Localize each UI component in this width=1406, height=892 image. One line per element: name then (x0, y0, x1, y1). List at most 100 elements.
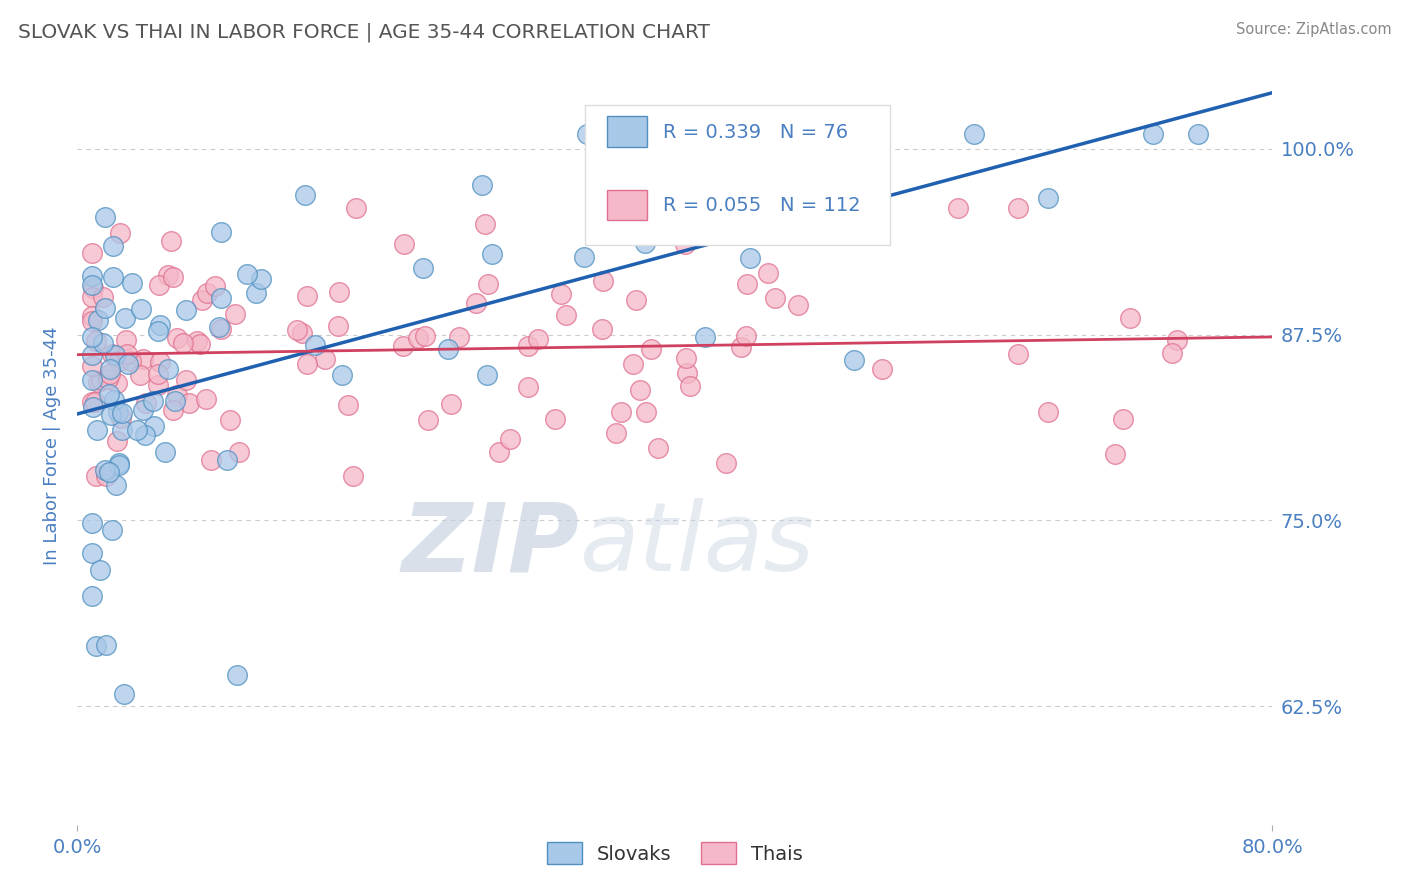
Point (82, 373, 104, 387)
Point (406, 330, 429, 344)
Point (82, 268, 104, 283)
Point (156, 361, 179, 376)
Point (82, 290, 104, 304)
Point (475, 368, 498, 382)
Point (188, 337, 211, 351)
Point (342, 468, 364, 483)
Point (100, 347, 122, 361)
Point (146, 368, 169, 382)
Point (328, 285, 350, 300)
Point (117, 357, 139, 371)
Point (115, 347, 138, 361)
FancyBboxPatch shape (607, 116, 647, 146)
Point (200, 453, 222, 467)
Point (447, 330, 470, 344)
Point (294, 188, 316, 202)
Point (647, 442, 669, 456)
Point (110, 410, 132, 425)
Point (844, 353, 866, 368)
Point (392, 237, 415, 252)
Text: Source: ZipAtlas.com: Source: ZipAtlas.com (1236, 22, 1392, 37)
Point (714, 456, 737, 470)
Point (93, 301, 115, 316)
Point (163, 393, 186, 408)
Point (412, 261, 434, 276)
Point (734, 328, 756, 343)
Point (217, 453, 239, 467)
Point (304, 338, 326, 352)
Point (195, 286, 218, 301)
Point (1104, 447, 1126, 461)
Point (1112, 412, 1135, 426)
Point (626, 293, 648, 307)
Point (166, 388, 188, 402)
Point (96, 468, 118, 483)
Point (177, 396, 200, 410)
Point (98, 387, 121, 401)
Point (153, 444, 176, 458)
Point (735, 277, 758, 291)
FancyBboxPatch shape (585, 105, 890, 245)
Point (107, 405, 129, 419)
Point (870, 362, 893, 376)
Point (82, 546, 104, 560)
Point (149, 318, 172, 332)
Point (477, 277, 499, 291)
Point (621, 357, 644, 371)
Point (758, 266, 780, 280)
Point (605, 425, 627, 440)
Point (1119, 311, 1142, 326)
Point (82, 281, 104, 295)
Point (783, 149, 806, 163)
Point (191, 293, 214, 308)
Point (162, 269, 184, 284)
Point (1187, 127, 1209, 141)
Point (110, 423, 132, 437)
Point (693, 330, 716, 344)
Point (295, 357, 318, 371)
Point (84, 334, 107, 348)
Point (93, 335, 115, 350)
Point (763, 291, 786, 305)
Point (1007, 201, 1029, 215)
Point (591, 322, 613, 336)
Point (730, 340, 752, 354)
Point (194, 392, 217, 406)
Point (82, 245, 104, 260)
Point (418, 413, 440, 427)
Point (86, 468, 108, 483)
Point (98, 367, 121, 381)
Point (174, 303, 197, 318)
Point (474, 217, 496, 231)
Point (543, 412, 565, 426)
Point (1142, 127, 1164, 141)
Point (437, 342, 460, 356)
Point (787, 297, 810, 311)
Point (576, 127, 599, 141)
Point (628, 383, 651, 397)
Point (291, 326, 314, 340)
Point (592, 274, 614, 288)
Point (149, 355, 172, 369)
Point (82, 348, 104, 362)
Legend: Slovaks, Thais: Slovaks, Thais (538, 834, 811, 872)
Point (146, 324, 169, 338)
Point (91, 290, 114, 304)
Point (162, 403, 184, 417)
Point (675, 351, 697, 365)
Point (132, 403, 155, 417)
Point (1038, 405, 1060, 419)
Point (636, 405, 658, 419)
Point (295, 289, 318, 303)
Point (135, 396, 157, 410)
Text: R = 0.339   N = 76: R = 0.339 N = 76 (664, 122, 848, 142)
Text: ZIP: ZIP (401, 498, 579, 591)
Point (112, 687, 135, 701)
Point (142, 394, 165, 409)
Point (94, 463, 117, 477)
Text: SLOVAK VS THAI IN LABOR FORCE | AGE 35-44 CORRELATION CHART: SLOVAK VS THAI IN LABOR FORCE | AGE 35-4… (18, 22, 710, 42)
Point (82, 400, 104, 414)
Point (1007, 347, 1029, 361)
Point (143, 418, 166, 433)
Point (101, 523, 124, 537)
